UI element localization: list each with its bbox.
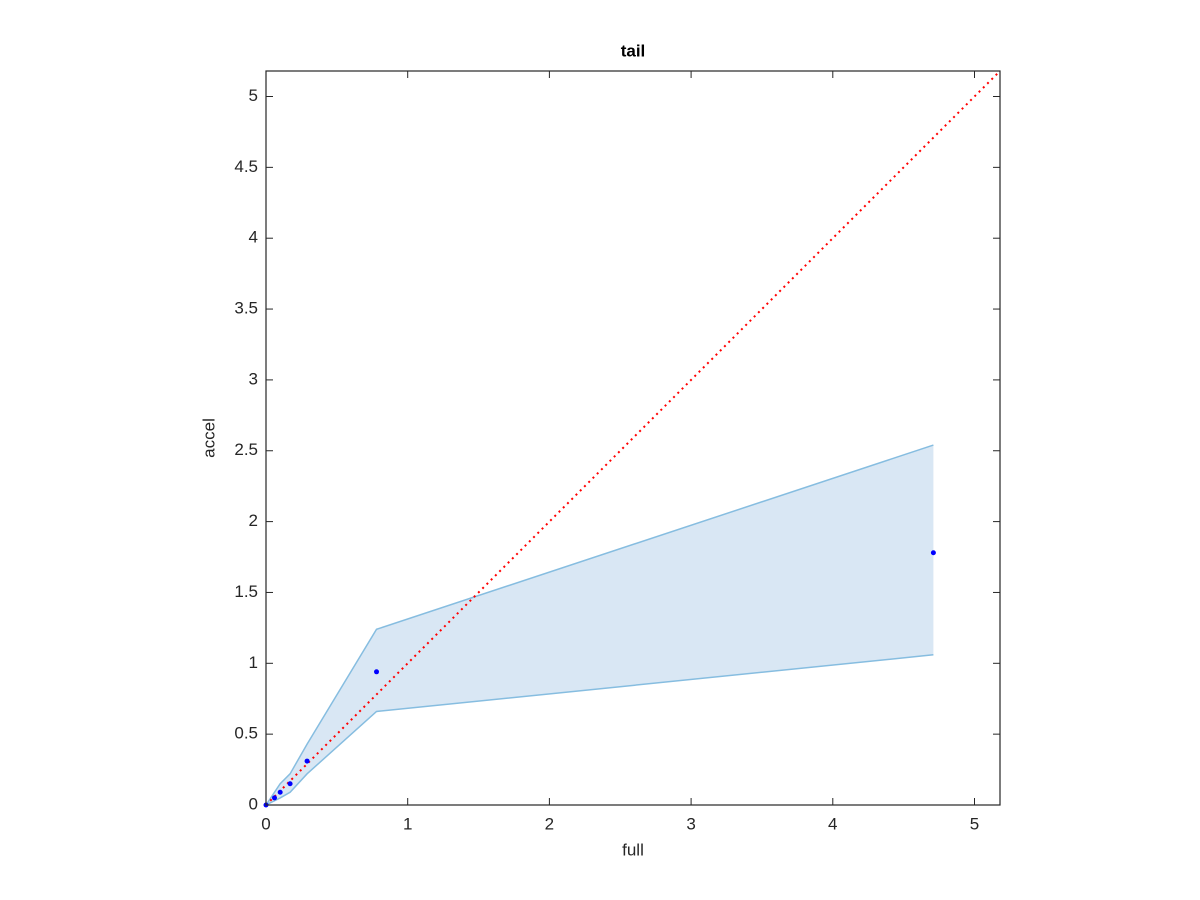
band-lower-edge (265, 654, 934, 806)
y-axis-label: accel (199, 418, 218, 458)
axes-box (265, 70, 1001, 806)
reference-line (265, 70, 1001, 806)
y-tick-label: 2 (249, 511, 258, 530)
data-point (272, 795, 278, 801)
x-tick-label: 1 (403, 814, 412, 833)
x-tick-label: 4 (828, 814, 837, 833)
data-point (930, 550, 936, 556)
data-point (287, 781, 293, 787)
y-tick-label: 0 (249, 794, 258, 813)
y-tick-label: 0.5 (234, 724, 258, 743)
y-tick-label: 5 (249, 86, 258, 105)
confidence-band (266, 445, 934, 805)
y-tick-label: 1.5 (234, 582, 258, 601)
data-point (304, 758, 310, 764)
y-tick-label: 2.5 (234, 440, 258, 459)
y-tick-label: 3.5 (234, 299, 258, 318)
chart-title: tail (621, 41, 646, 60)
y-tick-label: 4 (249, 228, 258, 247)
band-upper-edge (265, 444, 934, 806)
y-tick-label: 1 (249, 653, 258, 672)
x-tick-label: 3 (686, 814, 695, 833)
y-tick-label: 4.5 (234, 157, 258, 176)
x-tick-label: 5 (970, 814, 979, 833)
data-point (374, 669, 380, 675)
data-point (277, 789, 283, 795)
x-axis-label: full (622, 840, 644, 859)
y-tick-label: 3 (249, 369, 258, 388)
x-tick-label: 0 (261, 814, 270, 833)
x-tick-label: 2 (545, 814, 554, 833)
